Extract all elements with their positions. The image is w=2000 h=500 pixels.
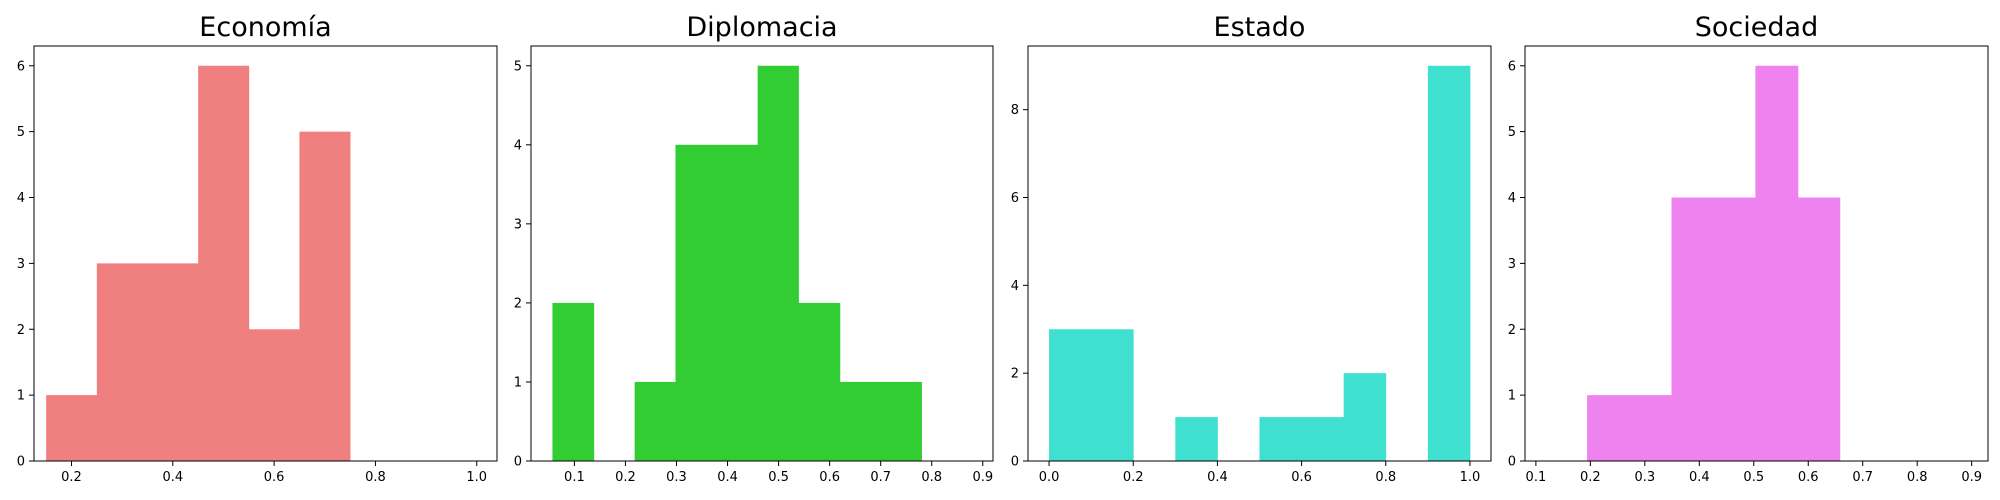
y-tick-label: 0 (17, 455, 25, 470)
y-tick-label: 2 (1011, 367, 1019, 382)
x-tick-label: 0.2 (1123, 470, 1144, 485)
chart-panel-3: 0.0 0.2 0.4 0.6 0.8 1.0 0 2 4 6 8 Estado (1011, 12, 1492, 485)
x-tick-label: 0.8 (1907, 470, 1928, 485)
histogram-bar (1797, 197, 1841, 461)
histogram-bar (839, 381, 882, 461)
x-tick-label: 0.8 (921, 470, 942, 485)
x-tick-label: 1.0 (1460, 470, 1481, 485)
x-tick-label: 0.4 (717, 470, 738, 485)
y-tick-label: 5 (514, 59, 522, 74)
x-tick-label: 1.0 (466, 470, 487, 485)
histogram-bar (46, 395, 98, 461)
y-tick-label: 6 (1508, 59, 1516, 74)
chart-title: Economía (199, 12, 331, 43)
axes-frame (530, 45, 994, 462)
histogram-bar (634, 381, 676, 461)
histogram-bar (1091, 329, 1134, 461)
histogram-bar (299, 131, 351, 461)
histogram-bar (198, 65, 250, 461)
histogram-bar (248, 329, 300, 461)
x-tick-label: 0.5 (768, 470, 789, 485)
y-tick-label: 8 (1011, 103, 1019, 118)
x-tick-label: 0.6 (264, 470, 285, 485)
histogram-bar (552, 302, 595, 461)
x-tick-label: 0.3 (1634, 470, 1655, 485)
y-tick-label: 3 (514, 217, 522, 232)
y-tick-label: 4 (1011, 279, 1019, 294)
y-tick-label: 5 (1508, 125, 1516, 140)
histogram-bar (1175, 417, 1218, 461)
x-tick-label: 0.2 (61, 470, 82, 485)
histogram-bar (1755, 65, 1799, 461)
histogram-bar (880, 381, 922, 461)
x-tick-label: 0.1 (1526, 470, 1547, 485)
y-tick-label: 4 (1508, 191, 1516, 206)
x-tick-label: 0.6 (1291, 470, 1312, 485)
x-tick-label: 0.8 (1375, 470, 1396, 485)
x-tick-label: 0.2 (615, 470, 636, 485)
histogram-bar (147, 263, 199, 461)
chart-panel-4: 0.1 0.2 0.3 0.4 0.5 0.6 0.7 0.8 0.9 0 1 2 3 4 5 6 Socied… (1508, 12, 1989, 485)
x-tick-label: 0.6 (1798, 470, 1819, 485)
x-tick-label: 0.2 (1580, 470, 1601, 485)
x-tick-label: 0.9 (1961, 470, 1982, 485)
chart-title: Estado (1214, 12, 1306, 43)
y-tick-label: 0 (1011, 455, 1019, 470)
y-tick-label: 1 (1508, 389, 1516, 404)
x-tick-label: 0.0 (1039, 470, 1060, 485)
y-tick-label: 2 (1508, 323, 1516, 338)
y-tick-label: 4 (514, 138, 522, 153)
x-tick-label: 0.7 (1852, 470, 1873, 485)
x-tick-label: 0.8 (365, 470, 386, 485)
y-tick-label: 0 (514, 455, 522, 470)
x-tick-label: 0.5 (1743, 470, 1764, 485)
y-tick-label: 6 (1011, 191, 1019, 206)
y-tick-label: 3 (17, 257, 25, 272)
histogram-bar (1671, 197, 1714, 461)
y-tick-label: 3 (1508, 257, 1516, 272)
histogram-bar (757, 65, 799, 461)
chart-title: Sociedad (1695, 12, 1818, 43)
histogram-bar (1629, 395, 1672, 461)
chart-panel-2: 0.1 0.2 0.3 0.4 0.5 0.6 0.7 0.8 0.9 0 1 2 3 4 5 Diploma… (514, 12, 994, 485)
histogram-bar (798, 302, 841, 461)
chart-title: Diplomacia (686, 12, 837, 43)
x-tick-label: 0.3 (666, 470, 687, 485)
x-tick-label: 0.4 (1689, 470, 1710, 485)
x-tick-label: 0.6 (819, 470, 840, 485)
y-tick-label: 0 (1508, 455, 1516, 470)
x-tick-label: 0.7 (870, 470, 891, 485)
y-tick-label: 2 (17, 323, 25, 338)
y-tick-label: 6 (17, 59, 25, 74)
x-tick-label: 0.4 (1207, 470, 1228, 485)
axes-frame (1524, 45, 1989, 462)
y-tick-label: 1 (514, 375, 522, 390)
y-tick-label: 1 (17, 389, 25, 404)
histogram-bar (1713, 197, 1756, 461)
histogram-bar (1427, 65, 1471, 461)
y-tick-label: 5 (17, 125, 25, 140)
axes-frame (1027, 45, 1492, 462)
x-tick-label: 0.1 (564, 470, 585, 485)
chart-panel-1: 0.2 0.4 0.6 0.8 1.0 0 1 2 3 4 5 6 Economía (17, 12, 498, 485)
x-tick-label: 0.4 (162, 470, 183, 485)
x-tick-label: 0.9 (972, 470, 993, 485)
histogram-bar (1587, 395, 1630, 461)
axes-frame (33, 45, 498, 462)
histogram-bar (1259, 417, 1302, 461)
y-tick-label: 4 (17, 191, 25, 206)
histogram-bar (675, 144, 718, 462)
histogram-bar (716, 144, 759, 462)
histogram-bar (96, 263, 148, 461)
y-tick-label: 2 (514, 296, 522, 311)
histogram-bar (1301, 417, 1345, 461)
histogram-bar (1343, 373, 1387, 461)
histogram-bar (1049, 329, 1092, 461)
